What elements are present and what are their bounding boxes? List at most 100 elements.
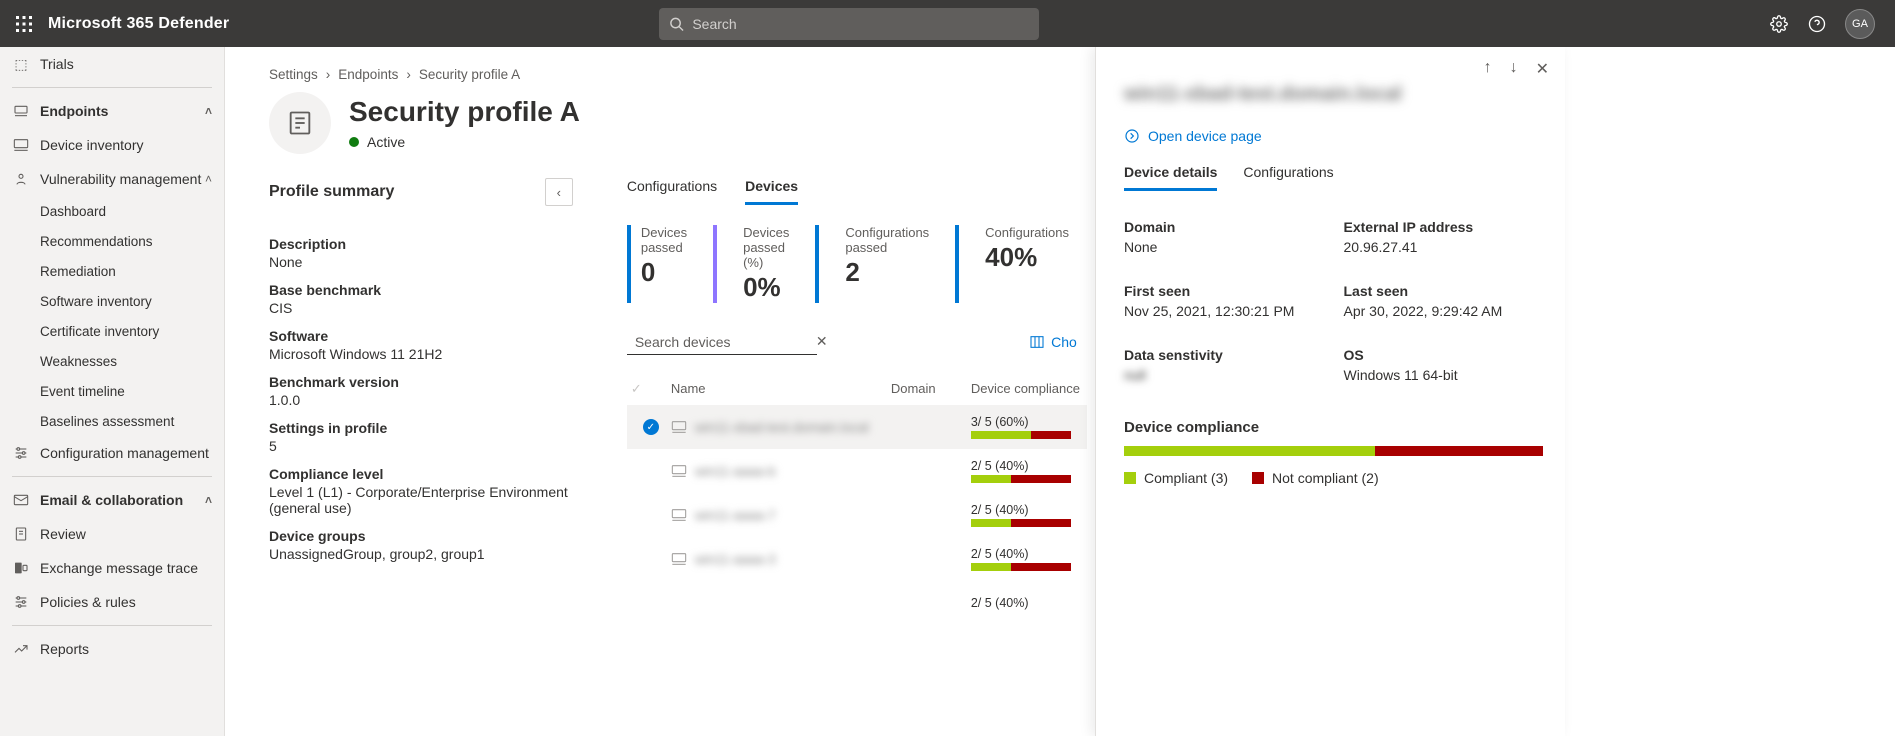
choose-columns-label: Cho xyxy=(1051,334,1077,350)
compliance-bar xyxy=(971,563,1071,571)
breadcrumb-current: Security profile A xyxy=(419,67,520,82)
flyout-title: win11-xbad-test.domain.local xyxy=(1124,83,1543,106)
table-row[interactable]: win11-aaaa-3 2/ 5 (40%) xyxy=(627,537,1087,581)
breadcrumb-settings[interactable]: Settings xyxy=(269,67,318,82)
check-all-icon[interactable]: ✓ xyxy=(631,381,642,396)
sidebar-sub-event-timeline[interactable]: Event timeline xyxy=(0,376,224,406)
sensitivity-value: null xyxy=(1124,367,1324,383)
col-domain[interactable]: Domain xyxy=(891,381,971,397)
sidebar-sub-baselines[interactable]: Baselines assessment xyxy=(0,406,224,436)
compliance-bar xyxy=(1124,446,1543,456)
status-dot-icon xyxy=(349,137,359,147)
groups-label: Device groups xyxy=(269,528,571,544)
sidebar-sub-recommendations[interactable]: Recommendations xyxy=(0,226,224,256)
divider xyxy=(12,476,212,477)
lastseen-value: Apr 30, 2022, 9:29:42 AM xyxy=(1344,303,1544,319)
flyout-close-icon[interactable]: ✕ xyxy=(1536,59,1549,79)
noncompliant-color-icon xyxy=(1252,472,1264,484)
policies-icon xyxy=(12,594,30,610)
compliance-text: 2/ 5 (40%) xyxy=(971,596,1083,610)
user-avatar[interactable]: GA xyxy=(1845,9,1875,39)
software-label: Software xyxy=(269,328,571,344)
col-name[interactable]: Name xyxy=(671,381,891,397)
lastseen-label: Last seen xyxy=(1344,283,1544,299)
firstseen-value: Nov 25, 2021, 12:30:21 PM xyxy=(1124,303,1324,319)
brand-title: Microsoft 365 Defender xyxy=(48,15,229,33)
flyout-tab-details[interactable]: Device details xyxy=(1124,164,1217,191)
sidebar-sub-certificate-inventory[interactable]: Certificate inventory xyxy=(0,316,224,346)
profile-icon xyxy=(269,92,331,154)
sidebar-item-review[interactable]: Review xyxy=(0,517,224,551)
global-search[interactable] xyxy=(659,8,1039,40)
sidebar-label: Trials xyxy=(40,56,74,72)
collapse-summary-button[interactable]: ‹ xyxy=(545,178,573,206)
chevron-up-icon: ˄ xyxy=(205,493,212,507)
compliance-bar xyxy=(971,519,1071,527)
tab-devices[interactable]: Devices xyxy=(745,178,798,205)
flyout-next-icon[interactable]: ↓ xyxy=(1510,59,1518,79)
table-row[interactable]: win11-aaaa-7 2/ 5 (40%) xyxy=(627,493,1087,537)
device-name: win11-aaaa-3 xyxy=(695,552,776,567)
sidebar-item-policies-rules[interactable]: Policies & rules xyxy=(0,585,224,619)
page-title: Security profile A xyxy=(349,96,580,128)
tab-configurations[interactable]: Configurations xyxy=(627,178,717,205)
global-search-input[interactable] xyxy=(692,16,1029,32)
compliance-text: 2/ 5 (40%) xyxy=(971,503,1083,517)
clear-search-icon[interactable]: ✕ xyxy=(816,333,828,350)
sidebar-label: Endpoints xyxy=(40,103,108,119)
table-row[interactable]: win11-aaaa-b 2/ 5 (40%) xyxy=(627,449,1087,493)
chevron-up-icon: ˄ xyxy=(205,104,212,118)
divider xyxy=(12,87,212,88)
sidebar-item-endpoints[interactable]: Endpoints ˄ xyxy=(0,94,224,128)
sidebar-item-device-inventory[interactable]: Device inventory xyxy=(0,128,224,162)
search-devices-input[interactable] xyxy=(635,334,816,350)
sidebar-item-vulnerability-management[interactable]: Vulnerability management ˄ xyxy=(0,162,224,196)
stat-value: 40% xyxy=(985,242,1069,273)
sidebar-item-reports[interactable]: Reports xyxy=(0,632,224,666)
stat-label: Devices passed xyxy=(641,225,687,255)
col-compliance[interactable]: Device compliance xyxy=(971,381,1083,397)
table-row[interactable]: win11-xbad-test.domain.local 3/ 5 (60%) xyxy=(627,405,1087,449)
sidebar: ⬚ Trials Endpoints ˄ Device inventory Vu… xyxy=(0,47,225,736)
divider xyxy=(12,625,212,626)
chevron-right-icon: › xyxy=(406,67,411,82)
compliance-text: 2/ 5 (40%) xyxy=(971,459,1083,473)
breadcrumb: Settings › Endpoints › Security profile … xyxy=(269,67,1095,82)
device-name: win11-aaaa-b xyxy=(695,464,776,479)
review-icon xyxy=(12,526,30,542)
sidebar-item-exchange-trace[interactable]: Exchange message trace xyxy=(0,551,224,585)
flyout-prev-icon[interactable]: ↑ xyxy=(1484,59,1492,79)
flyout-tab-configurations[interactable]: Configurations xyxy=(1243,164,1333,191)
domain-value: None xyxy=(1124,239,1324,255)
open-device-page-link[interactable]: Open device page xyxy=(1124,128,1543,144)
help-icon[interactable] xyxy=(1807,14,1827,34)
choose-columns-button[interactable]: Cho xyxy=(1029,334,1077,350)
chevron-up-icon: ˄ xyxy=(205,172,212,186)
legend-compliant-label: Compliant (3) xyxy=(1144,470,1228,486)
settings-icon[interactable] xyxy=(1769,14,1789,34)
breadcrumb-endpoints[interactable]: Endpoints xyxy=(338,67,398,82)
compliant-color-icon xyxy=(1124,472,1136,484)
sidebar-sub-dashboard[interactable]: Dashboard xyxy=(0,196,224,226)
sidebar-sub-remediation[interactable]: Remediation xyxy=(0,256,224,286)
sidebar-item-configuration-management[interactable]: Configuration management xyxy=(0,436,224,470)
sidebar-label: Policies & rules xyxy=(40,594,136,610)
device-icon xyxy=(671,551,687,567)
device-name: win11-xbad-test.domain.local xyxy=(695,420,869,435)
endpoints-icon xyxy=(12,103,30,119)
compliance-text: 2/ 5 (40%) xyxy=(971,547,1083,561)
version-label: Benchmark version xyxy=(269,374,571,390)
row-selected-icon[interactable] xyxy=(643,419,659,435)
stat-card: Configurations passed2 xyxy=(815,225,955,303)
sidebar-label: Exchange message trace xyxy=(40,560,198,576)
app-launcher-icon[interactable] xyxy=(8,8,40,40)
sidebar-sub-weaknesses[interactable]: Weaknesses xyxy=(0,346,224,376)
device-inventory-icon xyxy=(12,137,30,153)
stat-value: 0 xyxy=(641,257,687,288)
search-devices[interactable]: ✕ xyxy=(627,329,817,355)
sidebar-sub-software-inventory[interactable]: Software inventory xyxy=(0,286,224,316)
profile-summary-heading: Profile summary xyxy=(269,183,394,201)
compliance-bar xyxy=(971,475,1071,483)
sidebar-item-trials[interactable]: ⬚ Trials xyxy=(0,47,224,81)
sidebar-item-email-collaboration[interactable]: Email & collaboration ˄ xyxy=(0,483,224,517)
